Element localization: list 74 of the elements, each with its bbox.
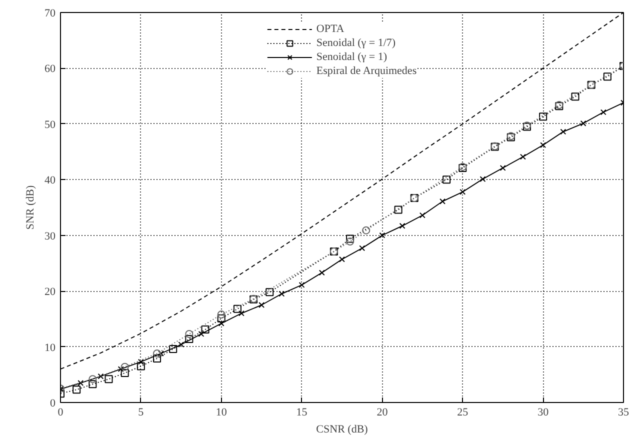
point	[379, 232, 386, 238]
point	[120, 362, 129, 371]
x-tick-label: 0	[58, 406, 64, 418]
point	[520, 154, 526, 160]
point	[560, 128, 566, 135]
point	[136, 362, 145, 370]
y-tick-label: 40	[44, 174, 56, 187]
point	[198, 330, 204, 337]
point	[233, 304, 242, 313]
point	[394, 206, 402, 214]
y-tick-label: 60	[44, 63, 56, 76]
x-tick-label: 35	[618, 406, 630, 418]
point	[88, 380, 97, 388]
point	[362, 226, 370, 234]
x-tick-label: 25	[457, 406, 469, 418]
point	[158, 350, 164, 356]
point	[298, 282, 305, 288]
point	[88, 375, 97, 384]
point	[266, 288, 274, 296]
point	[346, 237, 354, 246]
legend-label: OPTA	[316, 22, 344, 36]
y-tick-label: 10	[44, 342, 56, 354]
point	[571, 92, 580, 101]
x-tick-label: 15	[296, 406, 308, 418]
point	[539, 112, 548, 121]
point	[442, 176, 451, 184]
legend-label: Senoidal (γ = 1)	[316, 50, 388, 64]
point	[238, 310, 244, 316]
point	[440, 198, 446, 204]
point	[540, 142, 546, 148]
point	[185, 334, 194, 343]
y-tick-label: 70	[44, 8, 56, 20]
point	[346, 234, 354, 243]
point	[600, 109, 606, 116]
x-axis-title: CSNR (dB)	[316, 424, 368, 436]
point	[201, 326, 210, 334]
point	[104, 375, 113, 384]
point	[98, 373, 104, 380]
point	[603, 72, 612, 81]
point	[178, 342, 184, 348]
x-tick-label: 10	[216, 406, 228, 418]
y-tick-label: 30	[44, 230, 56, 242]
point	[500, 164, 506, 171]
y-axis-title: SNR (dB)	[24, 185, 36, 230]
point	[278, 290, 285, 297]
point	[153, 354, 162, 362]
point	[217, 310, 226, 318]
point	[138, 358, 144, 365]
point	[72, 386, 81, 394]
point	[118, 366, 124, 372]
point	[153, 349, 162, 358]
x-tick-label: 30	[538, 406, 550, 418]
point	[460, 188, 466, 195]
y-tick-label: 50	[44, 118, 56, 131]
y-tick-label: 20	[44, 286, 56, 298]
legend-label: Senoidal (γ = 1/7)	[316, 36, 396, 50]
legend-label: Espiral de Arquimedes	[316, 64, 417, 78]
point	[580, 120, 586, 126]
point	[217, 314, 226, 322]
point	[169, 345, 178, 354]
point	[399, 222, 406, 229]
point	[359, 245, 366, 252]
point	[185, 330, 194, 338]
point	[258, 302, 265, 308]
x-tick-label: 20	[376, 406, 388, 418]
x-tick-label: 5	[138, 406, 144, 418]
point	[480, 176, 486, 182]
point	[218, 320, 224, 326]
point	[419, 212, 426, 218]
point	[78, 380, 84, 386]
point	[120, 368, 129, 377]
y-tick-label: 0	[50, 398, 56, 410]
point	[339, 256, 345, 262]
point	[318, 270, 325, 276]
